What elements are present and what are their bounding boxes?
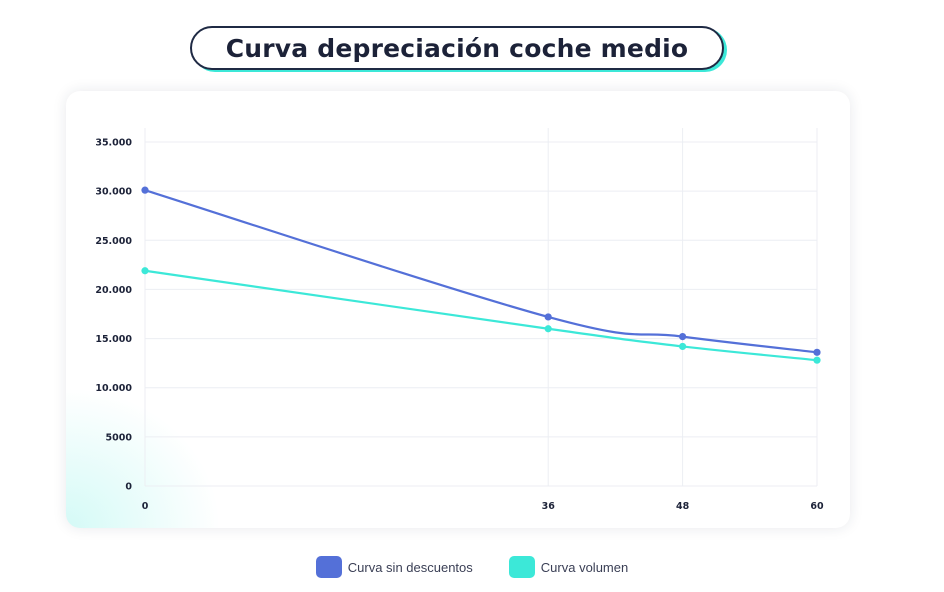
legend-item-volumen: Curva volumen bbox=[508, 556, 629, 578]
legend-swatch-sin-descuentos bbox=[315, 556, 342, 578]
y-tick-label: 0 bbox=[125, 482, 132, 493]
x-tick-label: 48 bbox=[676, 501, 690, 512]
data-point-sin-descuentos bbox=[813, 348, 821, 356]
chart-legend: Curva sin descuentos Curva volumen bbox=[0, 556, 944, 578]
y-tick-label: 5000 bbox=[106, 432, 133, 443]
x-tick-label: 60 bbox=[810, 501, 824, 512]
y-tick-label: 10.000 bbox=[95, 383, 132, 394]
legend-label-sin-descuentos: Curva sin descuentos bbox=[347, 559, 473, 575]
data-point-sin-descuentos bbox=[141, 186, 149, 194]
data-point-sin-descuentos bbox=[679, 333, 687, 341]
y-tick-label: 25.000 bbox=[95, 236, 132, 247]
x-tick-label: 0 bbox=[142, 501, 149, 512]
data-point-volumen bbox=[544, 325, 552, 333]
chart-title-pill: Curva depreciación coche medio bbox=[190, 26, 724, 70]
data-point-sin-descuentos bbox=[544, 313, 552, 321]
y-tick-label: 20.000 bbox=[95, 285, 132, 296]
legend-item-sin-descuentos: Curva sin descuentos bbox=[315, 556, 473, 578]
series-line-volumen bbox=[143, 269, 819, 362]
x-tick-label: 36 bbox=[542, 501, 556, 512]
y-tick-label: 35.000 bbox=[95, 138, 132, 149]
y-tick-label: 30.000 bbox=[95, 187, 132, 198]
data-point-volumen bbox=[141, 267, 149, 275]
legend-label-volumen: Curva volumen bbox=[540, 559, 629, 575]
chart-card bbox=[66, 91, 850, 528]
data-point-volumen bbox=[813, 356, 821, 364]
series-line-sin-descuentos bbox=[143, 189, 819, 354]
chart-title: Curva depreciación coche medio bbox=[225, 33, 689, 63]
y-tick-label: 15.000 bbox=[95, 334, 132, 345]
data-point-volumen bbox=[679, 342, 687, 351]
legend-swatch-volumen bbox=[508, 556, 535, 578]
